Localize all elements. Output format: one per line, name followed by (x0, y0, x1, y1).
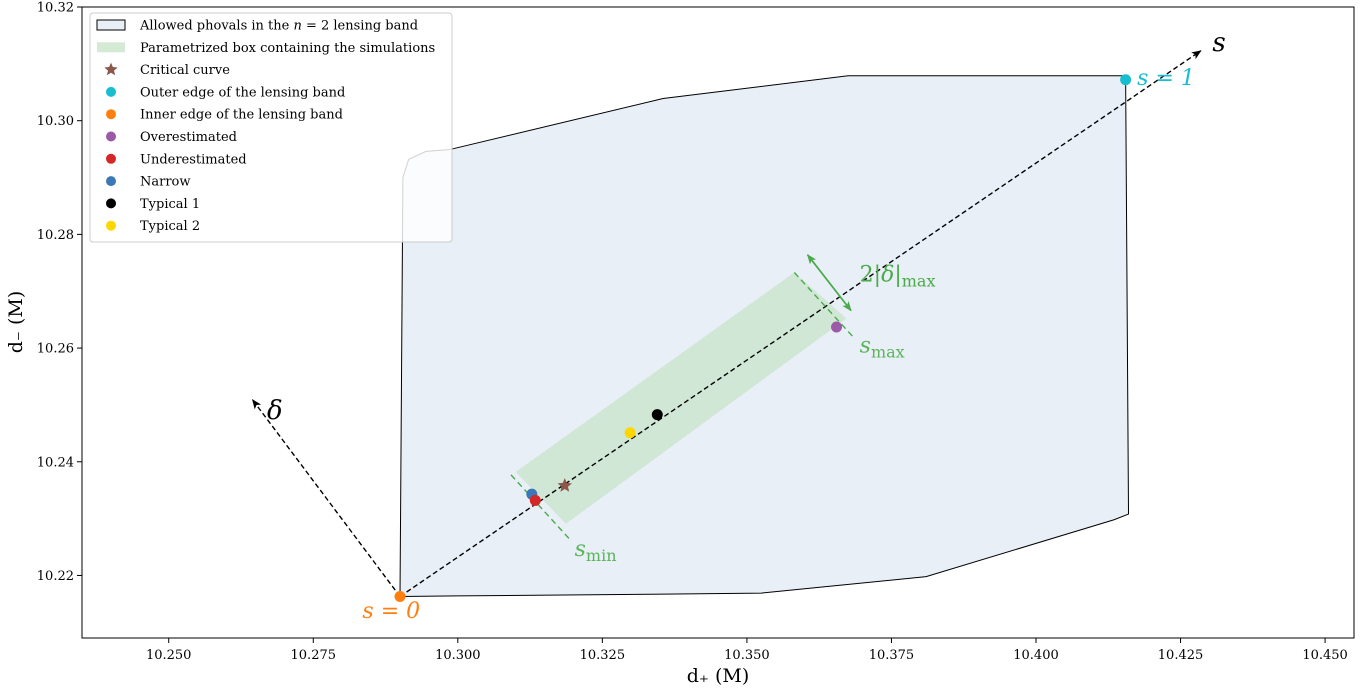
annotation-s-1: s = 1 (1137, 66, 1195, 91)
y-tick-label: 10.22 (37, 569, 74, 584)
legend-item-allowed-phovals-in-the-n-2-lensing-band: Allowed phovals in the n = 2 lensing ban… (96, 19, 418, 34)
x-tick-label: 10.250 (146, 648, 192, 663)
legend-swatch (106, 86, 116, 97)
s-min-line (510, 474, 572, 541)
annotation-s: s (1212, 28, 1225, 58)
legend-swatch (106, 176, 116, 187)
point-underestimated (529, 494, 541, 506)
annotation-s-0: s = 0 (362, 599, 420, 624)
legend-swatch (104, 62, 118, 76)
legend-label: Typical 1 (140, 197, 200, 212)
legend-swatch (106, 220, 116, 231)
annotation-: δ (267, 396, 283, 426)
y-tick-label: 10.30 (37, 114, 74, 129)
legend-label: Typical 2 (140, 219, 200, 234)
legend-swatch (106, 198, 116, 209)
legend-label: Allowed phovals in the n = 2 lensing ban… (139, 19, 418, 34)
s-max-line (793, 272, 856, 340)
point-critical-curve (557, 478, 572, 492)
legend-item-parametrized-box-containing-the-simulations: Parametrized box containing the simulati… (97, 41, 435, 56)
annotations-layer: s s = 1 δ s = 0 2|δ|max smax smin (267, 28, 1226, 624)
point-overestimated (831, 321, 843, 333)
legend: Allowed phovals in the n = 2 lensing ban… (89, 12, 453, 243)
point-typical-1 (651, 409, 663, 421)
legend-item-outer-edge-of-the-lensing-band: Outer edge of the lensing band (106, 85, 345, 100)
legend-label: Underestimated (140, 152, 247, 167)
y-tick-label: 10.28 (37, 228, 74, 243)
legend-box (89, 12, 453, 243)
legend-swatch (97, 42, 125, 53)
legend-item-critical-curve: Critical curve (104, 62, 230, 78)
delta-max-arrow-back (806, 254, 852, 312)
legend-swatch (106, 109, 116, 120)
y-tick-label: 10.24 (37, 455, 74, 470)
point-inner-edge-of-the-lensing-band (394, 591, 406, 603)
x-tick-label: 10.275 (291, 648, 337, 663)
annotation-smin: smin (575, 537, 617, 565)
legend-swatch (106, 131, 116, 142)
legend-label: Parametrized box containing the simulati… (140, 41, 435, 56)
legend-label: Critical curve (140, 63, 230, 78)
legend-item-overestimated: Overestimated (106, 130, 237, 145)
legend-item-typical-1: Typical 1 (106, 197, 200, 212)
legend-item-typical-2: Typical 2 (106, 219, 200, 234)
delta-axis-arrow (251, 399, 401, 597)
y-axis-label: d₋ (M) (5, 291, 27, 354)
legend-label: Overestimated (140, 130, 237, 145)
x-tick-label: 10.450 (1302, 648, 1348, 663)
fill-layer (399, 75, 1130, 598)
y-tick-label: 10.26 (37, 342, 74, 357)
legend-label: Inner edge of the lensing band (140, 108, 343, 123)
legend-label: Outer edge of the lensing band (140, 85, 345, 100)
x-tick-label: 10.400 (1013, 648, 1059, 663)
y-tick-label: 10.32 (37, 1, 74, 16)
x-axis-label: d₊ (M) (687, 665, 750, 687)
legend-item-inner-edge-of-the-lensing-band: Inner edge of the lensing band (106, 108, 343, 123)
legend-swatch (106, 153, 116, 164)
x-tick-label: 10.425 (1158, 648, 1204, 663)
point-typical-2 (624, 427, 636, 439)
x-tick-label: 10.350 (724, 648, 770, 663)
annotation-smax: smax (860, 334, 905, 362)
point-outer-edge-of-the-lensing-band (1120, 74, 1132, 86)
legend-label: Narrow (140, 175, 191, 190)
axis-ticks-layer: 10.250 10.275 10.300 10.325 10.350 10.375 10.4… (37, 1, 1348, 664)
points-layer (394, 74, 1132, 603)
legend-item-narrow: Narrow (106, 175, 191, 190)
legend-swatch (96, 19, 126, 31)
annotation-2-max: 2|δ|max (860, 263, 936, 291)
x-tick-label: 10.375 (869, 648, 915, 663)
x-tick-label: 10.325 (580, 648, 626, 663)
x-tick-label: 10.300 (435, 648, 481, 663)
legend-item-underestimated: Underestimated (106, 152, 247, 167)
plot-frame (81, 6, 1355, 639)
